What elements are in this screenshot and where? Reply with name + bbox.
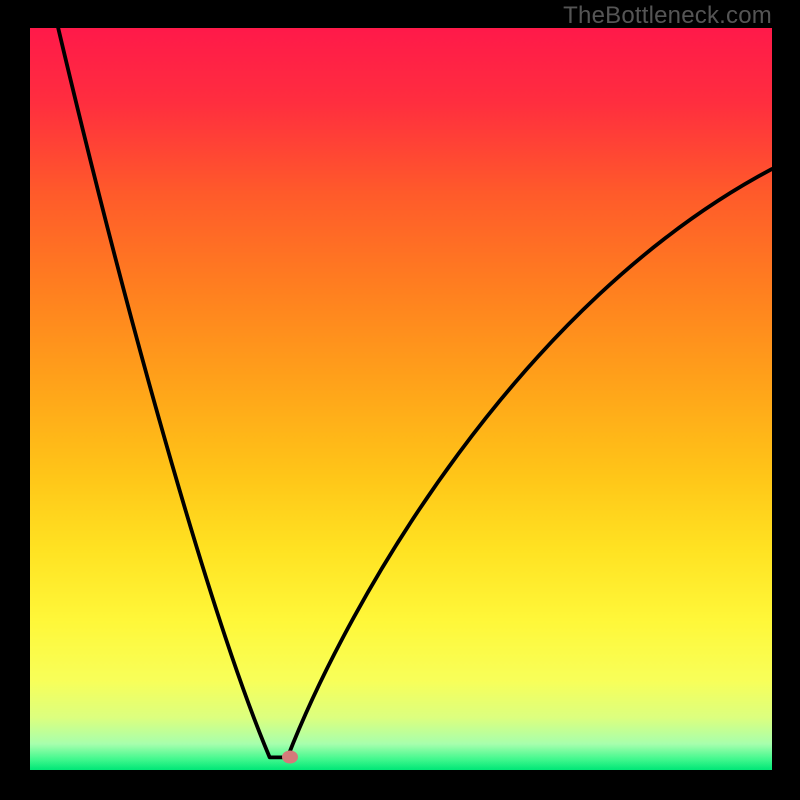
watermark-text: TheBottleneck.com (563, 2, 772, 30)
chart-stage: TheBottleneck.com (0, 0, 800, 800)
gradient-background (30, 28, 772, 770)
optimal-point-marker (282, 751, 298, 764)
